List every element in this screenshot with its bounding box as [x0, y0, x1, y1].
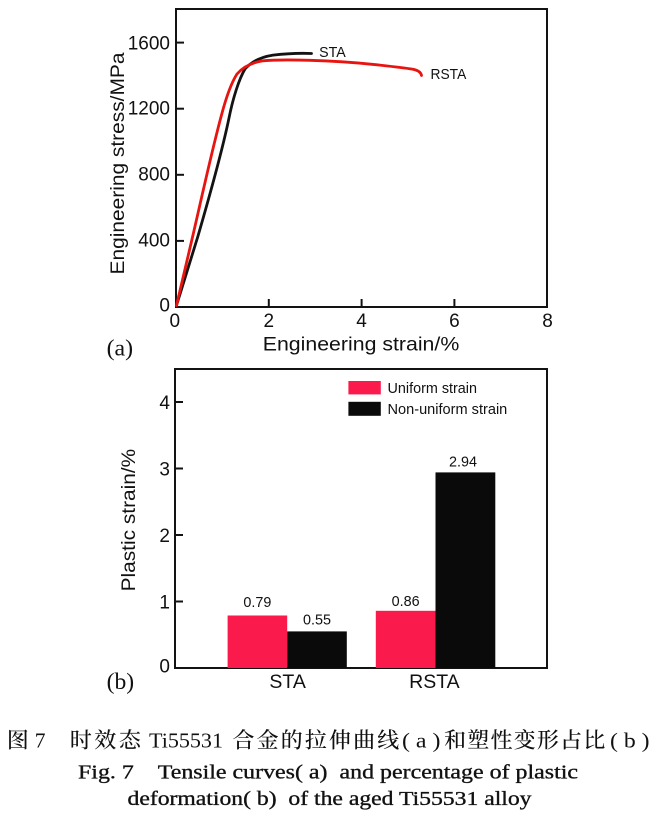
svg-text:4: 4 — [356, 311, 367, 332]
svg-text:3: 3 — [159, 459, 170, 480]
svg-text:0.79: 0.79 — [243, 594, 271, 611]
svg-text:400: 400 — [138, 231, 170, 252]
svg-text:0: 0 — [159, 296, 170, 317]
svg-text:0: 0 — [170, 311, 181, 332]
svg-text:0.86: 0.86 — [392, 593, 420, 610]
svg-text:( a ): ( a ) — [402, 729, 441, 753]
svg-text:1: 1 — [159, 592, 170, 613]
svg-text:Ti55531: Ti55531 — [149, 729, 223, 753]
svg-text:800: 800 — [138, 165, 170, 186]
svg-text:STA: STA — [319, 44, 346, 61]
svg-text:Plastic strain/%: Plastic strain/% — [118, 449, 140, 592]
svg-text:( b ): ( b ) — [610, 729, 650, 753]
svg-text:STA: STA — [269, 671, 305, 693]
svg-text:Uniform strain: Uniform strain — [388, 380, 478, 397]
svg-text:Engineering strain/%: Engineering strain/% — [263, 334, 460, 356]
svg-text:0.55: 0.55 — [303, 612, 331, 629]
svg-text:RSTA: RSTA — [409, 671, 460, 693]
svg-text:RSTA: RSTA — [431, 66, 467, 83]
svg-text:8: 8 — [542, 311, 553, 332]
svg-text:2: 2 — [264, 311, 275, 332]
svg-text:Non-uniform strain: Non-uniform strain — [388, 401, 508, 418]
svg-text:(b): (b) — [107, 669, 135, 694]
svg-text:1200: 1200 — [128, 99, 170, 120]
svg-text:7: 7 — [35, 729, 46, 753]
svg-text:(a): (a) — [107, 336, 134, 361]
svg-text:Fig. 7 Tensile curves( a): Fig. 7 Tensile curves( a) and percentage… — [78, 762, 578, 784]
svg-text:Engineering stress/MPa: Engineering stress/MPa — [107, 52, 129, 274]
svg-text:1600: 1600 — [128, 33, 170, 54]
svg-text:2.94: 2.94 — [449, 454, 477, 471]
svg-text:6: 6 — [449, 311, 460, 332]
svg-text:4: 4 — [159, 393, 170, 414]
svg-text:2: 2 — [159, 526, 170, 547]
svg-text:0: 0 — [159, 657, 170, 678]
svg-text:deformation( b) of the aged: deformation( b) of the aged Ti55531 allo… — [128, 788, 533, 810]
